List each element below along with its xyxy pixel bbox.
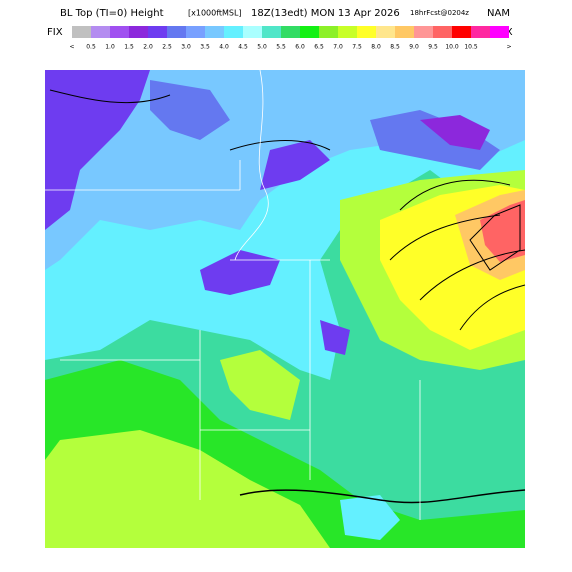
colorbar-label: 10.5 bbox=[464, 44, 478, 51]
color-swatch bbox=[148, 26, 167, 38]
color-swatch bbox=[395, 26, 414, 38]
colorbar-label: 5.5 bbox=[276, 44, 286, 51]
color-swatch bbox=[357, 26, 376, 38]
colorbar-label: 1.0 bbox=[105, 44, 115, 51]
color-swatch bbox=[262, 26, 281, 38]
color-swatch bbox=[186, 26, 205, 38]
colorbar-label: 7.5 bbox=[352, 44, 362, 51]
title-row: BL Top (TI=0) Height [x1000ftMSL] 18Z(13… bbox=[60, 8, 510, 19]
colorbar-label: 5.0 bbox=[257, 44, 267, 51]
color-swatch bbox=[91, 26, 110, 38]
color-swatch bbox=[319, 26, 338, 38]
colorbar-label: 9.0 bbox=[409, 44, 419, 51]
fix-left: FIX bbox=[47, 27, 63, 38]
color-swatch bbox=[490, 26, 509, 38]
colorbar-label: 2.5 bbox=[162, 44, 172, 51]
color-swatch bbox=[205, 26, 224, 38]
color-swatch bbox=[110, 26, 129, 38]
color-swatch bbox=[167, 26, 186, 38]
colorbar-label: 9.5 bbox=[428, 44, 438, 51]
color-swatch bbox=[243, 26, 262, 38]
colorbar-label: 4.0 bbox=[219, 44, 229, 51]
color-swatch bbox=[300, 26, 319, 38]
color-swatch bbox=[129, 26, 148, 38]
high-arrow: > bbox=[506, 44, 511, 51]
color-swatch bbox=[224, 26, 243, 38]
colorbar-label: 6.5 bbox=[314, 44, 324, 51]
color-swatch bbox=[433, 26, 452, 38]
colorbar-label: 3.0 bbox=[181, 44, 191, 51]
colorbar bbox=[72, 26, 509, 38]
colorbar-label: 0.5 bbox=[86, 44, 96, 51]
colorbar-label: 10.0 bbox=[445, 44, 459, 51]
colorbar-label: 6.0 bbox=[295, 44, 305, 51]
colorbar-labels: 0.5 1.0 1.5 2.0 2.5 3.0 3.5 4.0 4.5 5.0 5.5 6.0 6.5 7… bbox=[69, 44, 511, 51]
color-swatch bbox=[281, 26, 300, 38]
color-swatch bbox=[338, 26, 357, 38]
color-swatch bbox=[452, 26, 471, 38]
colorbar-label: 8.5 bbox=[390, 44, 400, 51]
colorbar-label: 1.5 bbox=[124, 44, 134, 51]
color-swatch bbox=[471, 26, 490, 38]
color-swatch bbox=[414, 26, 433, 38]
low-arrow: < bbox=[69, 44, 74, 51]
colorbar-label: 7.0 bbox=[333, 44, 343, 51]
color-swatch bbox=[376, 26, 395, 38]
units: [x1000ftMSL] bbox=[188, 9, 242, 18]
colorbar-label: 8.0 bbox=[371, 44, 381, 51]
title: BL Top (TI=0) Height bbox=[60, 8, 164, 19]
model: NAM bbox=[487, 8, 510, 19]
color-swatch bbox=[72, 26, 91, 38]
map bbox=[45, 69, 526, 548]
valid-time: 18Z(13edt) MON 13 Apr 2026 bbox=[251, 8, 400, 19]
colorbar-label: 3.5 bbox=[200, 44, 210, 51]
forecast: 18hrFcst@0204z bbox=[410, 9, 469, 17]
colorbar-label: 4.5 bbox=[238, 44, 248, 51]
colorbar-label: 2.0 bbox=[143, 44, 153, 51]
